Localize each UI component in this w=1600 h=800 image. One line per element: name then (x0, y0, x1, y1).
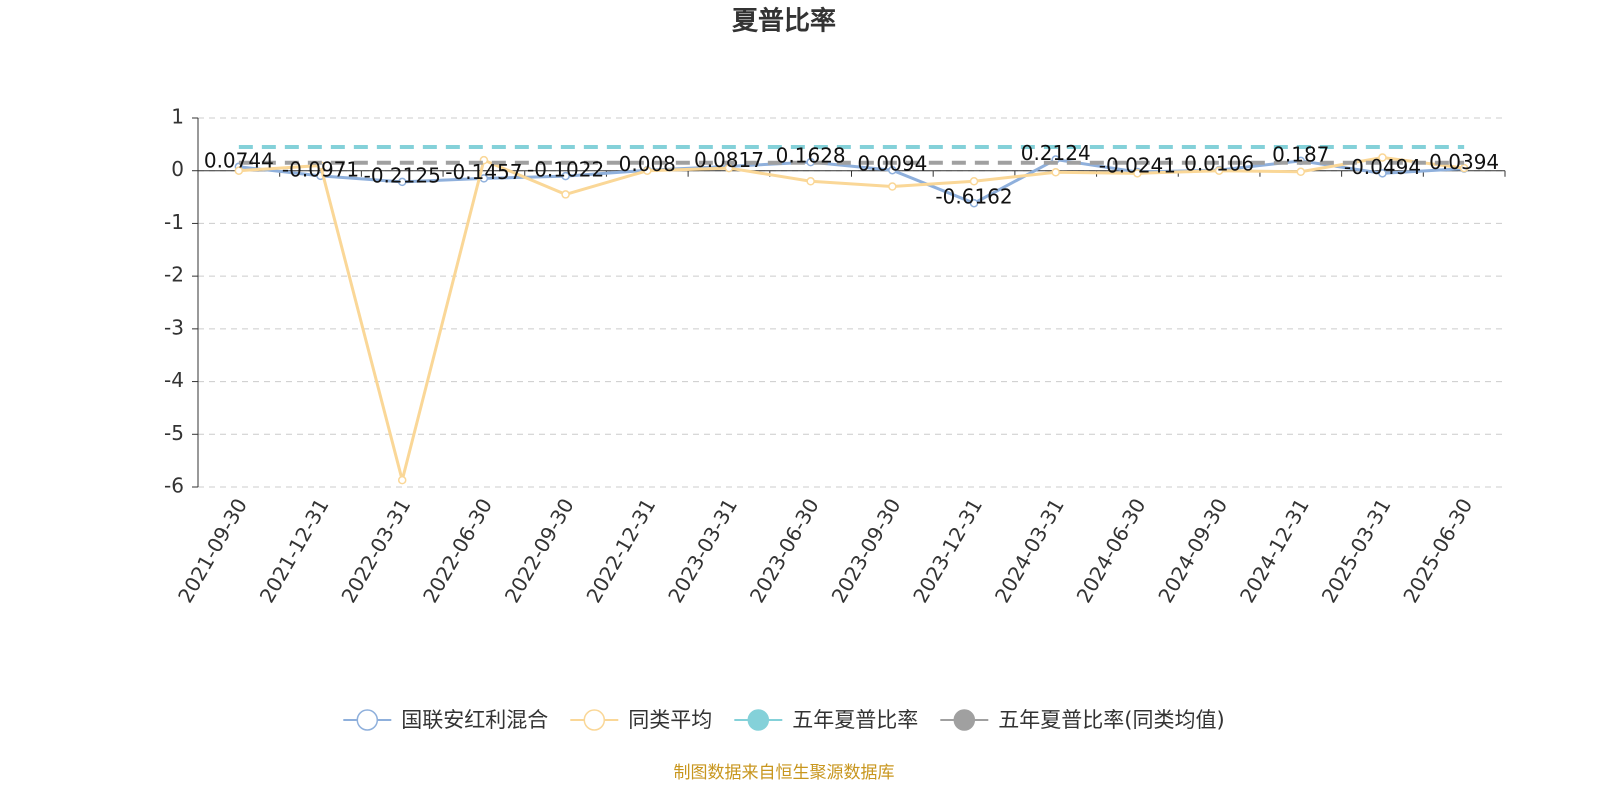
data-point (561, 171, 570, 181)
source-note: 制图数据来自恒生聚源数据库 (674, 763, 895, 783)
x-tick-label: 2023-09-30 (827, 494, 906, 607)
data-point (1378, 153, 1387, 162)
legend-label: 同类平均 (628, 708, 712, 732)
data-point (397, 177, 407, 187)
y-tick-label: -3 (164, 315, 184, 339)
legend-item[interactable]: 同类平均 (570, 708, 712, 732)
x-tick-label: 2023-12-31 (908, 494, 987, 607)
data-label: -0.0241 (1099, 153, 1176, 177)
data-label: -0.0971 (282, 157, 359, 181)
x-tick-label: 2021-12-31 (255, 494, 334, 607)
x-tick-label: 2025-03-31 (1317, 494, 1396, 607)
x-tick-label: 2023-03-31 (663, 494, 742, 607)
legend-symbol (356, 709, 379, 731)
data-point (888, 182, 897, 191)
x-tick-label: 2025-06-30 (1398, 494, 1477, 607)
x-tick-label: 2024-12-31 (1235, 494, 1314, 607)
data-label: -0.1022 (527, 158, 604, 182)
y-tick-label: 0 (171, 157, 184, 181)
data-point (969, 198, 979, 208)
x-tick-label: 2021-09-30 (173, 494, 252, 607)
chart-title: 夏普比率 (732, 6, 836, 37)
data-label: 0.008 (619, 152, 676, 176)
data-point (1214, 166, 1224, 175)
data-label: 0.2124 (1021, 141, 1091, 165)
data-label: 0.0394 (1429, 150, 1499, 174)
data-label: 0.0744 (204, 148, 274, 172)
legend-label: 国联安红利混合 (401, 708, 548, 732)
data-label: 0.0817 (694, 148, 764, 172)
data-label: -0.0494 (1344, 155, 1421, 179)
legend-item[interactable]: 国联安红利混合 (343, 708, 548, 732)
legend-label: 五年夏普比率 (792, 708, 918, 732)
y-tick-label: -5 (164, 421, 184, 445)
data-point (1133, 169, 1142, 178)
legend-symbol (953, 709, 976, 731)
data-point (1051, 168, 1060, 177)
x-tick-label: 2023-06-30 (745, 494, 824, 607)
x-tick-label: 2024-03-31 (990, 494, 1069, 607)
data-label: -0.2125 (364, 163, 441, 187)
data-point (397, 475, 407, 485)
legend-item[interactable]: 五年夏普比率 (734, 708, 918, 732)
legend-item[interactable]: 五年夏普比率(同类均值) (940, 708, 1225, 732)
data-point (806, 177, 815, 186)
data-point (888, 165, 897, 175)
y-tick-label: -6 (164, 474, 184, 498)
data-point (561, 190, 570, 199)
data-label: -0.1457 (445, 160, 522, 184)
x-tick-label: 2024-06-30 (1072, 494, 1151, 607)
data-point (643, 166, 652, 175)
data-label: 0.1628 (776, 144, 846, 168)
data-label: 0.0094 (857, 152, 927, 176)
x-tick-label: 2022-03-31 (336, 494, 415, 607)
legend-symbol (583, 709, 606, 731)
y-tick-label: 1 (171, 105, 184, 129)
x-tick-label: 2022-12-31 (581, 494, 660, 607)
y-tick-label: -4 (164, 368, 184, 392)
data-point (1378, 169, 1387, 178)
legend-symbol (747, 709, 770, 731)
data-label: 0.0106 (1184, 152, 1254, 176)
legend-label: 五年夏普比率(同类均值) (998, 708, 1224, 732)
data-point (969, 177, 979, 186)
x-tick-label: 2022-09-30 (500, 494, 579, 607)
legend: 国联安红利混合 同类平均 五年夏普比率 五年夏普比率(同类均值) (343, 708, 1225, 732)
data-label: -0.6162 (935, 185, 1012, 209)
data-point (1296, 167, 1306, 177)
x-tick-label: 2024-09-30 (1153, 494, 1232, 607)
data-label: 0.187 (1272, 142, 1329, 166)
data-point (234, 166, 244, 175)
series-line (238, 157, 1465, 205)
y-tick-label: -2 (164, 263, 184, 287)
y-tick-label: -1 (164, 210, 184, 234)
series-line (238, 156, 1465, 481)
x-tick-label: 2022-06-30 (418, 494, 497, 607)
